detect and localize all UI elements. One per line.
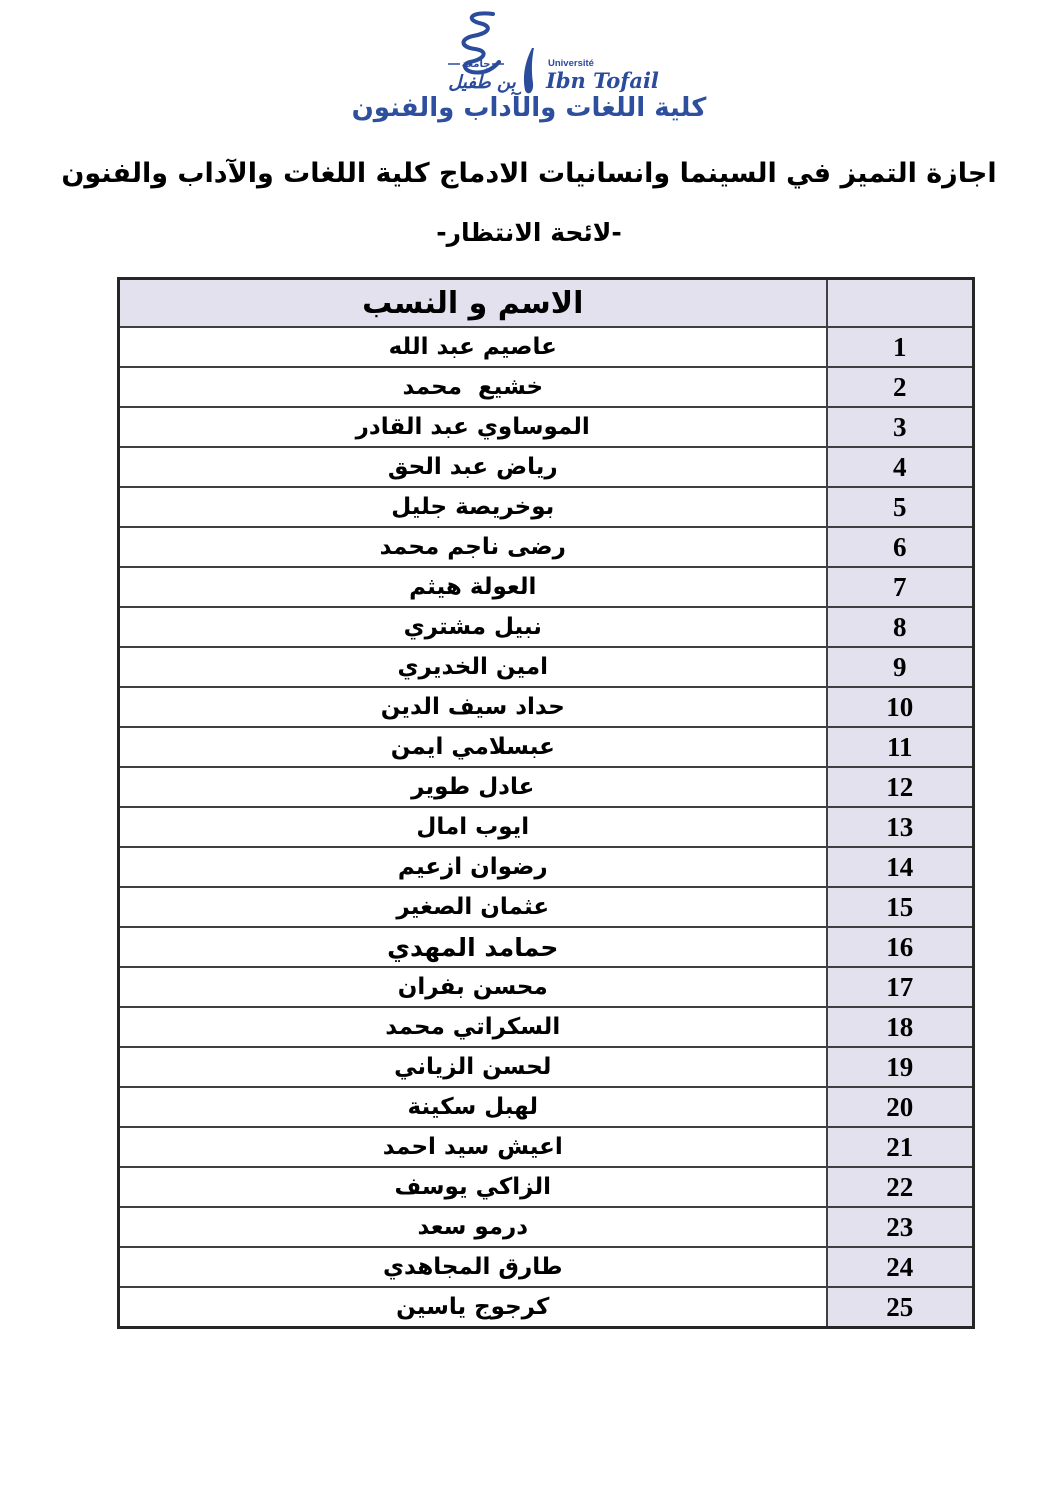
- number-cell: 24: [825, 1246, 975, 1288]
- logo-ibn-tofail-latin: Ibn Tofail: [545, 68, 659, 93]
- name-cell: خشيع محمد: [117, 366, 828, 408]
- table-row: بوخريصة جليل 5: [117, 486, 975, 528]
- name-cell: اعيش سيد احمد: [117, 1126, 828, 1168]
- name-cell: السكراتي محمد: [117, 1006, 828, 1048]
- number-cell: 7: [825, 566, 975, 608]
- waiting-list-table: الاسم و النسب عاصيم عبد الله 1 خشيع محمد 2…: [117, 277, 975, 1329]
- name-cell: كرجوج ياسين: [117, 1286, 828, 1329]
- table-row: امين الخديري 9: [117, 646, 975, 688]
- name-cell: بوخريصة جليل: [117, 486, 828, 528]
- table-row: اعيش سيد احمد 21: [117, 1126, 975, 1168]
- name-cell: نبيل مشتري: [117, 606, 828, 648]
- number-cell: 2: [825, 366, 975, 408]
- table-row: درمو سعد 23: [117, 1206, 975, 1248]
- name-column-header: الاسم و النسب: [117, 277, 828, 328]
- name-cell: درمو سعد: [117, 1206, 828, 1248]
- name-cell: رضوان ازعيم: [117, 846, 828, 888]
- name-cell: عاصيم عبد الله: [117, 326, 828, 368]
- number-cell: 16: [825, 926, 975, 968]
- name-cell: عبسلامي ايمن: [117, 726, 828, 768]
- document-subtitle: -لائحة الانتظار-: [436, 218, 622, 247]
- number-cell: 5: [825, 486, 975, 528]
- table-row: حداد سيف الدين 10: [117, 686, 975, 728]
- table-row: عبسلامي ايمن 11: [117, 726, 975, 768]
- table-row: حمامد المهدي 16: [117, 926, 975, 968]
- number-cell: 3: [825, 406, 975, 448]
- number-cell: 4: [825, 446, 975, 488]
- logo-universite-label: Université: [548, 58, 594, 69]
- name-cell: رضى ناجم محمد: [117, 526, 828, 568]
- number-cell: 25: [825, 1286, 975, 1329]
- document-title: اجازة التميز في السينما وانسانيات الادما…: [61, 158, 997, 189]
- table-row: خشيع محمد 2: [117, 366, 975, 408]
- name-cell: امين الخديري: [117, 646, 828, 688]
- name-cell: عثمان الصغير: [117, 886, 828, 928]
- name-cell: العولة هيثم: [117, 566, 828, 608]
- name-cell: محسن بفران: [117, 966, 828, 1008]
- number-cell: 17: [825, 966, 975, 1008]
- number-cell: 12: [825, 766, 975, 808]
- table-row: رضى ناجم محمد 6: [117, 526, 975, 568]
- number-cell: 22: [825, 1166, 975, 1208]
- table-row: رضوان ازعيم 14: [117, 846, 975, 888]
- number-cell: 1: [825, 326, 975, 368]
- number-cell: 10: [825, 686, 975, 728]
- name-cell: حداد سيف الدين: [117, 686, 828, 728]
- logo-ibn-tofail-arabic: بن طفيل: [448, 72, 516, 93]
- table-row: العولة هيثم 7: [117, 566, 975, 608]
- table-header-row: الاسم و النسب: [117, 277, 975, 328]
- name-cell: طارق المجاهدي: [117, 1246, 828, 1288]
- table-row: نبيل مشتري 8: [117, 606, 975, 648]
- university-logo: جامعة بن طفيل Université Ibn Tofail: [448, 11, 659, 94]
- number-cell: 13: [825, 806, 975, 848]
- name-cell: لحسن الزياني: [117, 1046, 828, 1088]
- number-cell: 9: [825, 646, 975, 688]
- table-row: عادل طوير 12: [117, 766, 975, 808]
- number-cell: 6: [825, 526, 975, 568]
- number-cell: 15: [825, 886, 975, 928]
- table-row: رياض عبد الحق 4: [117, 446, 975, 488]
- name-cell: رياض عبد الحق: [117, 446, 828, 488]
- table-row: ايوب امال 13: [117, 806, 975, 848]
- number-cell: 23: [825, 1206, 975, 1248]
- number-cell: 14: [825, 846, 975, 888]
- name-cell: حمامد المهدي: [117, 926, 828, 968]
- table-row: محسن بفران 17: [117, 966, 975, 1008]
- table-row: عاصيم عبد الله 1: [117, 326, 975, 368]
- table-row: السكراتي محمد 18: [117, 1006, 975, 1048]
- table-row: كرجوج ياسين 25: [117, 1286, 975, 1329]
- table-row: عثمان الصغير 15: [117, 886, 975, 928]
- logo-alif-stroke: [523, 48, 534, 94]
- name-cell: ايوب امال: [117, 806, 828, 848]
- name-cell: الزاكي يوسف: [117, 1166, 828, 1208]
- name-cell: الموساوي عبد القادر: [117, 406, 828, 448]
- number-cell: 21: [825, 1126, 975, 1168]
- number-cell: 19: [825, 1046, 975, 1088]
- table-row: لهبل سكينة 20: [117, 1086, 975, 1128]
- number-cell: 20: [825, 1086, 975, 1128]
- table-row: الزاكي يوسف 22: [117, 1166, 975, 1208]
- table-row: طارق المجاهدي 24: [117, 1246, 975, 1288]
- name-cell: لهبل سكينة: [117, 1086, 828, 1128]
- number-column-header: [825, 277, 975, 328]
- number-cell: 11: [825, 726, 975, 768]
- table-row: الموساوي عبد القادر 3: [117, 406, 975, 448]
- logo-sail-icon: [461, 11, 501, 75]
- faculty-name: كلية اللغات والآداب والفنون: [351, 93, 707, 123]
- table-row: لحسن الزياني 19: [117, 1046, 975, 1088]
- logo-jamiaa-label: جامعة: [462, 59, 491, 70]
- number-cell: 8: [825, 606, 975, 648]
- name-cell: عادل طوير: [117, 766, 828, 808]
- number-cell: 18: [825, 1006, 975, 1048]
